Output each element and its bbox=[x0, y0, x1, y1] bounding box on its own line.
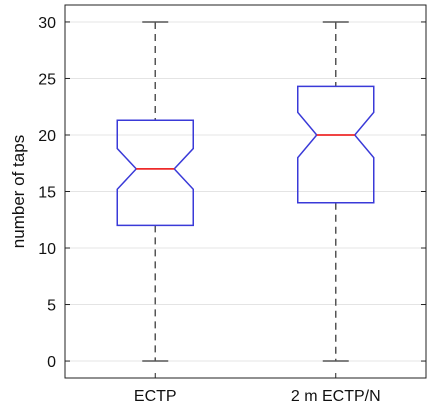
y-tick-label: 15 bbox=[38, 185, 56, 202]
grid-lines bbox=[65, 21, 426, 362]
y-axis-label: number of taps bbox=[9, 135, 28, 248]
x-tick-label: ECTP bbox=[134, 388, 177, 405]
y-axis-ticks: 0 5 10 15 20 25 30 bbox=[38, 15, 426, 371]
box-1 bbox=[297, 21, 375, 362]
x-tick-label: 2 m ECTP/N bbox=[291, 388, 381, 405]
box-0 bbox=[116, 21, 194, 362]
notched-box bbox=[297, 85, 375, 204]
boxes-layer bbox=[116, 21, 375, 362]
y-tick-label: 25 bbox=[38, 71, 56, 88]
notched-box bbox=[116, 119, 194, 227]
y-tick-label: 10 bbox=[38, 241, 56, 258]
y-tick-label: 20 bbox=[38, 128, 56, 145]
y-tick-label: 30 bbox=[38, 15, 56, 32]
y-tick-label: 0 bbox=[47, 354, 56, 371]
x-axis-ticks: ECTP 2 m ECTP/N bbox=[134, 373, 381, 405]
plot-frame bbox=[64, 4, 427, 379]
y-tick-label: 5 bbox=[47, 298, 56, 315]
